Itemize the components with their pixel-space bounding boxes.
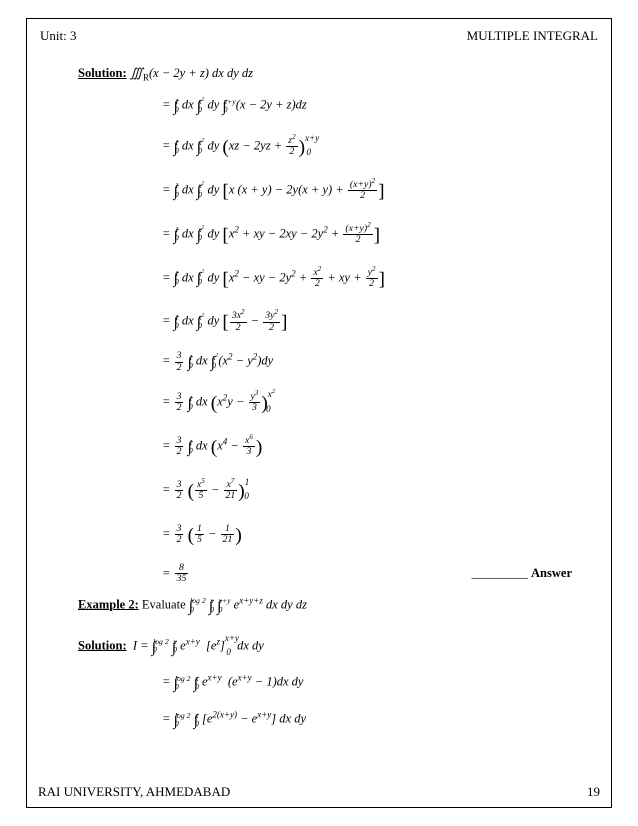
footer-left: RAI UNIVERSITY, AHMEDABAD <box>38 784 230 800</box>
step-1: = ∫10 dx ∫x20 dy ∫x+y0(x − 2y + z)dz <box>78 93 592 122</box>
solution-label: Solution: <box>78 66 127 80</box>
content: Solution: ∭R(x − 2y + z) dx dy dz = ∫10 … <box>38 62 600 736</box>
step-9: = 32 ∫10 dx (x4 − x63) <box>78 430 592 466</box>
step-11: = 32 (15 − 121) <box>78 518 592 554</box>
step-10: = 32 (x55 − x721)10 <box>78 474 592 510</box>
example2-head: Example 2: Evaluate ∫log 20 ∫x0 ∫x+y0 ex… <box>78 593 592 622</box>
header-left: Unit: 3 <box>40 28 76 44</box>
sol2-step2: = ∫log 20 ∫x0 ex+y (ex+y − 1)dx dy <box>78 670 592 699</box>
step-12: = 835 _________ Answer <box>78 562 592 585</box>
sol2-step3: = ∫log 20 ∫x0 [e2(x+y) − ex+y] dx dy <box>78 707 592 736</box>
step-7: = 32 ∫10 dx ∫x20(x2 − y2)dy <box>78 349 592 378</box>
step-4: = ∫10 dx ∫x20 dy [x2 + xy − 2xy − 2y2 + … <box>78 218 592 254</box>
step-3: = ∫10 dx ∫x20 dy [x (x + y) − 2y(x + y) … <box>78 174 592 210</box>
step-2: = ∫10 dx ∫x20 dy (xz − 2yz + z22)x+y0 <box>78 130 592 166</box>
page-number: 19 <box>587 784 600 800</box>
step-6: = ∫10 dx ∫x20 dy [3x22 − 3y22] <box>78 305 592 341</box>
solution-head: Solution: ∭R(x − 2y + z) dx dy dz <box>78 62 592 85</box>
step-5: = ∫10 dx ∫x20 dy [x2 − xy − 2y2 + x22 + … <box>78 262 592 298</box>
step-8: = 32 ∫10 dx (x2y − y33)x20 <box>78 386 592 422</box>
solution2-head: Solution: I = ∫log 20 ∫x0 ex+y [ez]x+y0 … <box>78 630 592 663</box>
header-right: MULTIPLE INTEGRAL <box>467 28 598 44</box>
